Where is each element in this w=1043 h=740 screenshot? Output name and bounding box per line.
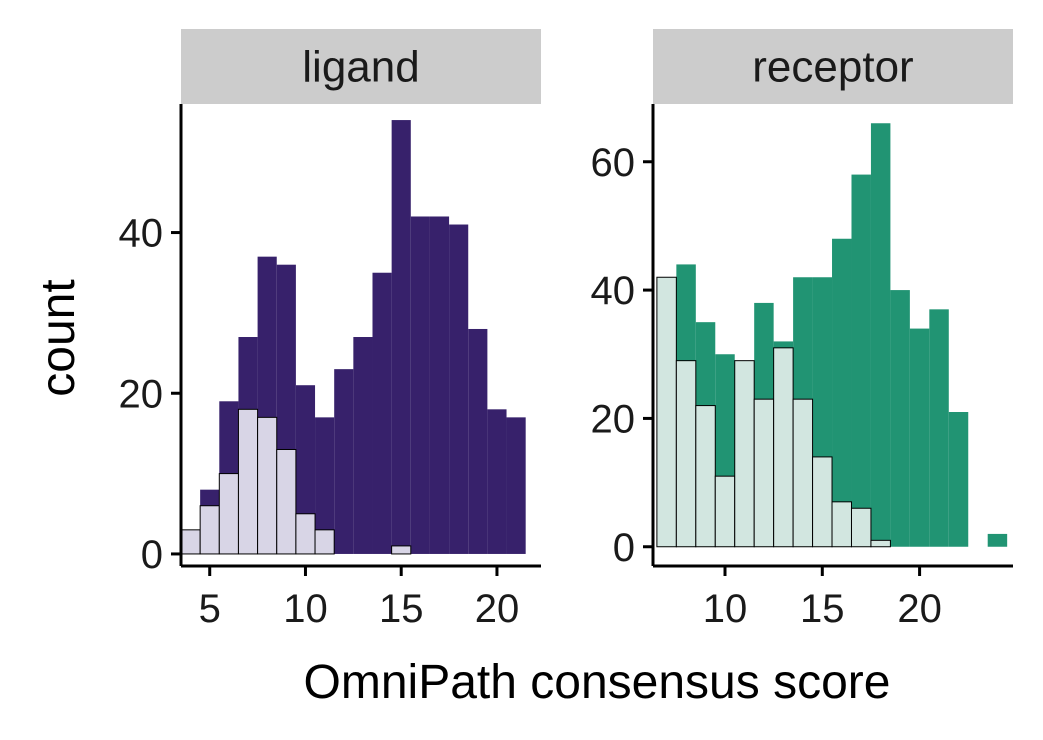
- histogram-bar: [890, 290, 910, 547]
- x-tick-label: 10: [283, 587, 328, 631]
- x-tick-label: 10: [703, 587, 748, 631]
- histogram-bar: [237, 408, 259, 555]
- histogram-bar: [180, 529, 201, 555]
- histogram-bar: [295, 385, 316, 554]
- histogram-bar: [449, 224, 469, 554]
- histogram-bar: [391, 545, 412, 555]
- histogram-bar: [199, 505, 220, 555]
- histogram-bar: [870, 539, 891, 548]
- y-axis-title: count: [32, 279, 85, 396]
- x-axis-title: OmniPath consensus score: [304, 656, 891, 709]
- histogram-bar: [792, 398, 814, 548]
- histogram-bar: [334, 369, 354, 554]
- histogram-bar: [276, 448, 297, 555]
- histogram-bar: [987, 533, 1008, 547]
- x-tick-label: 5: [199, 587, 221, 631]
- x-tick-label: 15: [379, 587, 424, 631]
- histogram-bar: [353, 337, 373, 554]
- histogram-bar: [734, 360, 755, 548]
- histogram-bar: [695, 405, 716, 548]
- histogram-bar: [929, 309, 949, 547]
- histogram-bar: [410, 216, 430, 554]
- facet-strip-label: ligand: [302, 43, 419, 92]
- panel-ligand: ligand 0 20 40 5 10 15 20: [119, 29, 541, 631]
- x-tick-label: 15: [800, 587, 845, 631]
- y-tick-label: 60: [591, 141, 636, 185]
- histogram-bar: [850, 507, 872, 548]
- x-tick-label: 20: [475, 587, 520, 631]
- histogram-bar: [429, 216, 450, 554]
- y-tick-label: 40: [119, 212, 164, 256]
- histogram-bar: [656, 276, 677, 548]
- y-tick-label: 40: [591, 269, 636, 313]
- histogram-bar: [831, 501, 852, 548]
- histogram-bar: [372, 272, 392, 554]
- facet-strip-label: receptor: [752, 43, 913, 92]
- histogram-bar: [714, 475, 736, 548]
- y-tick-label: 0: [613, 526, 635, 570]
- histogram-series-subset: [180, 408, 412, 555]
- histogram-bar: [832, 238, 852, 547]
- histogram-bar: [675, 360, 697, 548]
- histogram-bar: [909, 328, 930, 547]
- facet-strip-background: [653, 29, 1013, 104]
- histogram-bar: [506, 417, 526, 554]
- histogram-bar: [218, 473, 239, 555]
- histogram-bar: [870, 123, 891, 547]
- histogram-bar: [948, 412, 969, 547]
- histogram-bar: [257, 416, 278, 555]
- histogram-bar: [773, 347, 794, 548]
- histogram-series-subset: [656, 276, 891, 548]
- y-tick-label: 20: [119, 372, 164, 416]
- histogram-bar: [851, 174, 871, 547]
- facet-strip-background: [181, 29, 541, 104]
- histogram-bar: [753, 398, 775, 548]
- histogram-bar: [295, 513, 316, 555]
- panel-receptor: receptor 0 20 40 60 10 15 20: [591, 29, 1013, 631]
- y-tick-label: 20: [591, 397, 636, 441]
- histogram-bar: [487, 409, 507, 554]
- histogram-bar: [468, 328, 488, 554]
- x-tick-label: 20: [897, 587, 942, 631]
- histogram-bar: [812, 456, 833, 548]
- histogram-bar: [314, 529, 335, 555]
- histogram-bar: [391, 120, 411, 554]
- histogram-bar: [315, 417, 335, 554]
- y-tick-label: 0: [141, 533, 163, 577]
